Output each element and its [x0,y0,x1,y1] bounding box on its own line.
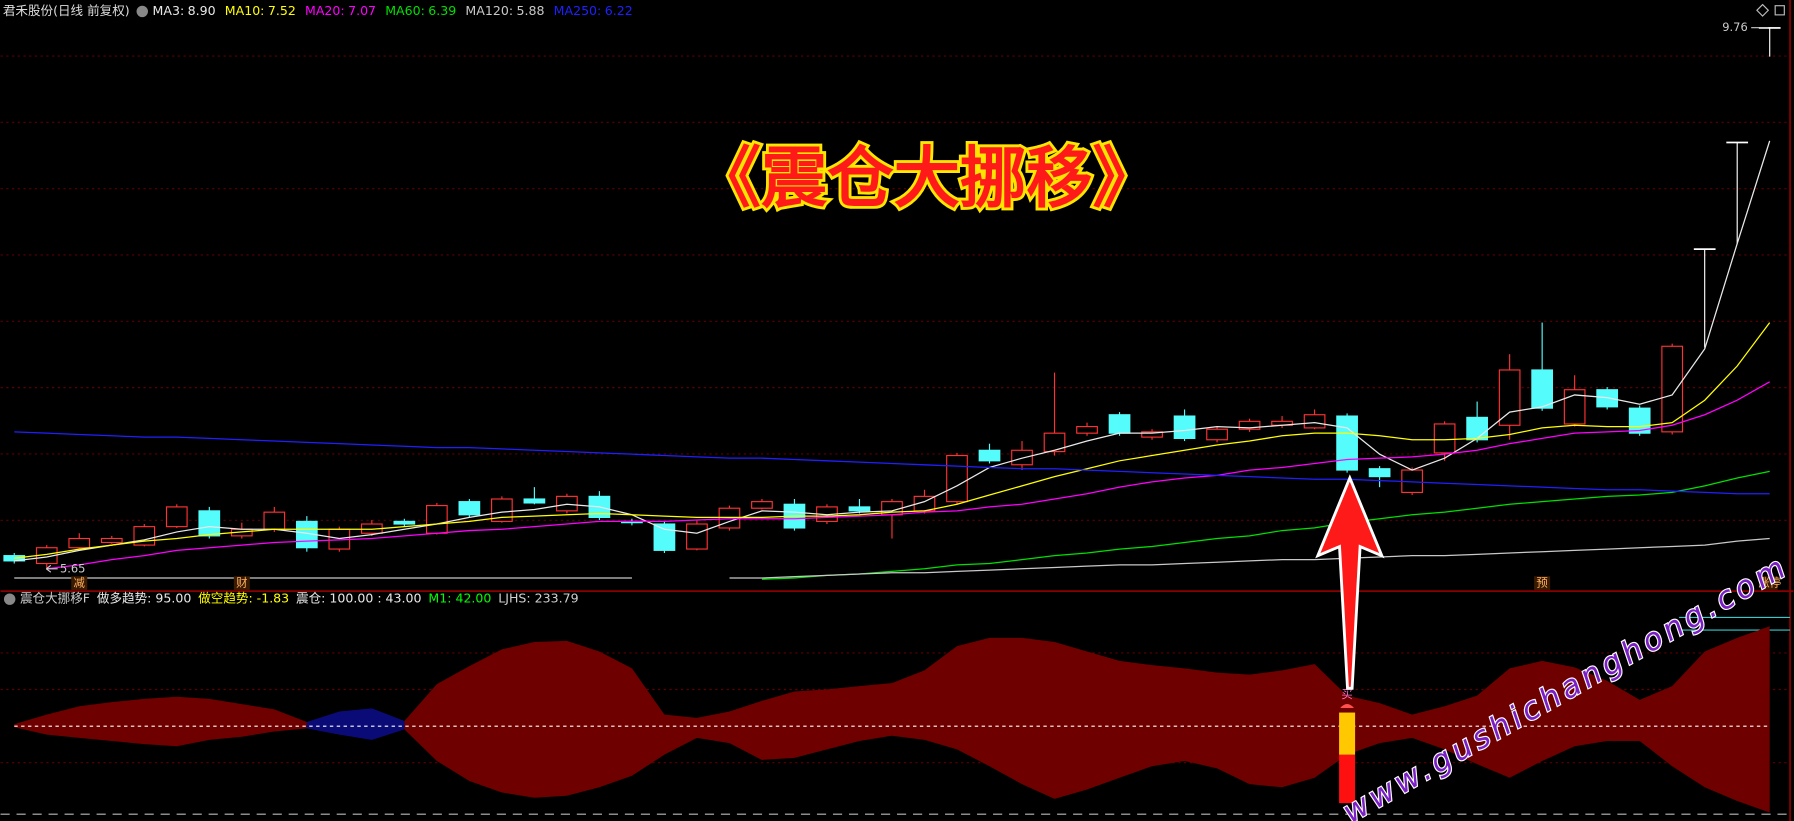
overlay-title: 《震仓大挪移》 [695,139,1159,217]
event-marker: 预 [1536,576,1547,590]
candle-body [1336,415,1358,471]
indicator-panel: 买 震仓大挪移F 做多趋势: 95.00 做空趋势: -1.83 震仓: 100.00 … [3,591,1771,813]
diamond-icon[interactable] [1756,3,1770,17]
candle-body [1466,416,1488,441]
legend-value: 8.90 [188,3,216,18]
main-panel: 君禾股份(日线 前复权) MA3: 8.90 MA10: 7.52 MA20: 7.07 MA… [3,3,1781,591]
pointer-arrow [1315,474,1385,690]
candle-body [3,555,26,562]
candle-body [718,507,741,529]
legend-value: 6.39 [428,3,456,18]
event-badge [1534,576,1551,591]
legend-name: MA120: [465,3,513,18]
candle-body [1368,468,1391,478]
low-pointer [45,564,58,573]
main-grid [0,55,1791,764]
low-label: 5.65 [60,561,85,575]
square-icon[interactable] [1774,5,1785,16]
candle-body [946,454,968,503]
event-badge [233,576,250,591]
candle-body [686,523,708,550]
candle-body [556,495,578,512]
candle-body [1043,432,1066,453]
ma-line [761,470,1770,580]
legend-value: 7.52 [268,3,296,18]
ma-line [14,537,1770,579]
signal-bar [1339,754,1356,804]
candle-body [100,537,123,544]
legend-name: MA20: [305,3,345,18]
indicator-readout: 做空趋势: -1.83 [198,591,289,606]
candle-body [165,506,188,528]
candle-body [68,537,91,549]
candle-body [1661,345,1684,433]
stock-title: 君禾股份(日线 前复权) [3,3,130,18]
high-label: 9.76 [1722,20,1747,34]
trend-area [14,626,1770,813]
candle-body [1238,420,1261,430]
signal-label: 买 [1341,687,1352,701]
event-marker: 减 [74,576,86,590]
candle-body [393,520,416,525]
legend-name: MA250: [554,3,602,18]
candle-body [653,523,676,551]
menu-icon [136,5,148,18]
candle-body [1563,389,1586,425]
candle-body [848,506,871,512]
indicator-readout: M1: 42.00 [428,591,491,606]
indicator-readout: 做多趋势: 95.00 [97,591,191,606]
legend-name: MA3: [153,3,185,18]
candle-body [1433,423,1456,454]
candle-body [1206,428,1228,441]
candle-body [523,498,546,504]
candle-body [1173,415,1196,440]
candle-body [263,511,286,530]
candle-body [1303,414,1326,429]
legend-value: 7.07 [348,3,376,18]
ma-line [46,381,1770,570]
candle-body [1726,141,1749,144]
legend-value: 6.22 [605,3,633,18]
candle-body [458,501,481,516]
candle-body [1076,426,1098,434]
candle-body [1531,369,1554,409]
indicator-title: 震仓大挪移F [20,591,90,606]
event-marker: 财 [236,576,247,590]
indicator-readout: 震仓: 100.00 : 43.00 [296,591,422,606]
signal-icon [1340,703,1354,708]
event-badge [1761,576,1778,591]
signal-bar [1339,712,1356,755]
ma-line [14,431,1770,495]
candle-body [1596,389,1619,408]
candle-body [198,510,221,537]
trend-area [306,708,405,740]
candle-body [978,449,1001,462]
candle-body [1141,431,1163,438]
candle-body [1498,369,1521,426]
candle-body [1693,248,1716,250]
indicator-readout: LJHS: 233.79 [498,591,578,606]
candle-body [751,501,773,509]
legend-name: MA10: [225,3,265,18]
candle-body [1108,414,1131,434]
event-marker: 涨停 [1758,576,1781,590]
ma-line [14,322,1771,559]
candle-body [491,498,513,522]
event-badge [71,576,88,591]
legend-name: MA60: [385,3,425,18]
candle-body [425,505,448,534]
menu-icon [3,593,16,605]
legend-value: 5.88 [517,3,545,18]
